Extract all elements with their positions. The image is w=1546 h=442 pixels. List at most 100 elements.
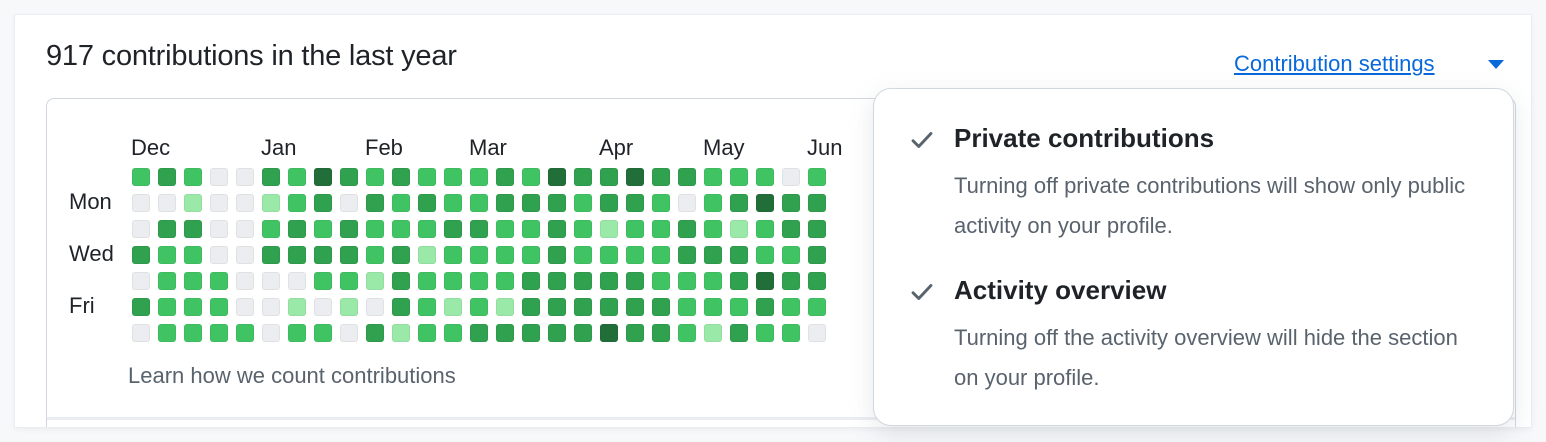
contribution-cell[interactable] (418, 298, 436, 316)
contribution-cell[interactable] (574, 194, 592, 212)
contribution-cell[interactable] (574, 220, 592, 238)
contribution-cell[interactable] (496, 220, 514, 238)
contribution-cell[interactable] (288, 168, 306, 186)
contribution-cell[interactable] (756, 246, 774, 264)
contribution-cell[interactable] (210, 272, 228, 290)
contribution-cell[interactable] (418, 220, 436, 238)
contribution-cell[interactable] (626, 220, 644, 238)
contribution-cell[interactable] (236, 220, 254, 238)
contribution-cell[interactable] (470, 220, 488, 238)
contribution-cell[interactable] (782, 168, 800, 186)
contribution-cell[interactable] (236, 272, 254, 290)
contribution-cell[interactable] (314, 272, 332, 290)
contribution-cell[interactable] (132, 220, 150, 238)
contribution-cell[interactable] (470, 168, 488, 186)
contribution-cell[interactable] (158, 220, 176, 238)
contribution-cell[interactable] (158, 272, 176, 290)
contribution-cell[interactable] (132, 272, 150, 290)
contribution-cell[interactable] (496, 194, 514, 212)
contribution-cell[interactable] (496, 324, 514, 342)
contribution-cell[interactable] (730, 272, 748, 290)
contribution-cell[interactable] (132, 168, 150, 186)
contribution-cell[interactable] (470, 246, 488, 264)
contribution-cell[interactable] (314, 220, 332, 238)
contribution-cell[interactable] (418, 194, 436, 212)
contribution-cell[interactable] (288, 220, 306, 238)
contribution-cell[interactable] (340, 194, 358, 212)
contribution-cell[interactable] (366, 324, 384, 342)
contribution-cell[interactable] (574, 324, 592, 342)
contribution-cell[interactable] (730, 168, 748, 186)
contribution-cell[interactable] (756, 272, 774, 290)
contribution-cell[interactable] (730, 246, 748, 264)
contribution-cell[interactable] (288, 298, 306, 316)
contribution-cell[interactable] (132, 194, 150, 212)
contribution-cell[interactable] (392, 220, 410, 238)
contribution-cell[interactable] (548, 194, 566, 212)
contribution-cell[interactable] (132, 298, 150, 316)
contribution-cell[interactable] (158, 168, 176, 186)
contribution-cell[interactable] (730, 220, 748, 238)
contribution-cell[interactable] (782, 194, 800, 212)
contribution-cell[interactable] (340, 298, 358, 316)
contribution-cell[interactable] (288, 194, 306, 212)
contribution-cell[interactable] (366, 272, 384, 290)
contribution-cell[interactable] (340, 324, 358, 342)
contribution-cell[interactable] (444, 168, 462, 186)
contribution-cell[interactable] (548, 246, 566, 264)
contribution-cell[interactable] (522, 324, 540, 342)
contribution-cell[interactable] (808, 168, 826, 186)
contribution-cell[interactable] (652, 194, 670, 212)
contribution-cell[interactable] (730, 298, 748, 316)
contribution-cell[interactable] (678, 220, 696, 238)
contribution-cell[interactable] (340, 220, 358, 238)
contribution-cell[interactable] (184, 324, 202, 342)
contribution-cell[interactable] (782, 246, 800, 264)
contribution-cell[interactable] (808, 272, 826, 290)
contribution-cell[interactable] (262, 246, 280, 264)
contribution-cell[interactable] (678, 298, 696, 316)
contribution-cell[interactable] (600, 272, 618, 290)
contribution-cell[interactable] (626, 194, 644, 212)
contribution-cell[interactable] (522, 298, 540, 316)
contribution-cell[interactable] (574, 246, 592, 264)
contribution-cell[interactable] (262, 220, 280, 238)
contribution-cell[interactable] (210, 168, 228, 186)
contribution-cell[interactable] (470, 194, 488, 212)
contribution-cell[interactable] (548, 272, 566, 290)
contribution-cell[interactable] (158, 324, 176, 342)
contribution-cell[interactable] (574, 272, 592, 290)
contribution-cell[interactable] (782, 324, 800, 342)
contribution-cell[interactable] (600, 220, 618, 238)
contribution-cell[interactable] (340, 272, 358, 290)
contribution-cell[interactable] (522, 272, 540, 290)
contribution-cell[interactable] (652, 298, 670, 316)
contribution-cell[interactable] (444, 298, 462, 316)
contribution-cell[interactable] (496, 272, 514, 290)
contribution-cell[interactable] (626, 272, 644, 290)
contribution-cell[interactable] (314, 298, 332, 316)
contribution-cell[interactable] (340, 246, 358, 264)
contribution-cell[interactable] (314, 324, 332, 342)
contribution-cell[interactable] (678, 324, 696, 342)
contribution-cell[interactable] (236, 298, 254, 316)
contribution-cell[interactable] (470, 272, 488, 290)
contribution-cell[interactable] (626, 246, 644, 264)
contribution-cell[interactable] (704, 194, 722, 212)
contribution-cell[interactable] (444, 194, 462, 212)
contribution-cell[interactable] (678, 272, 696, 290)
contribution-cell[interactable] (808, 220, 826, 238)
contribution-cell[interactable] (184, 220, 202, 238)
contribution-cell[interactable] (366, 220, 384, 238)
contribution-cell[interactable] (444, 324, 462, 342)
contribution-cell[interactable] (314, 246, 332, 264)
contribution-cell[interactable] (288, 272, 306, 290)
contribution-cell[interactable] (444, 220, 462, 238)
contribution-cell[interactable] (704, 220, 722, 238)
contribution-cell[interactable] (288, 246, 306, 264)
contribution-cell[interactable] (314, 194, 332, 212)
contribution-cell[interactable] (184, 194, 202, 212)
contribution-cell[interactable] (262, 194, 280, 212)
contribution-cell[interactable] (262, 324, 280, 342)
contribution-cell[interactable] (808, 246, 826, 264)
